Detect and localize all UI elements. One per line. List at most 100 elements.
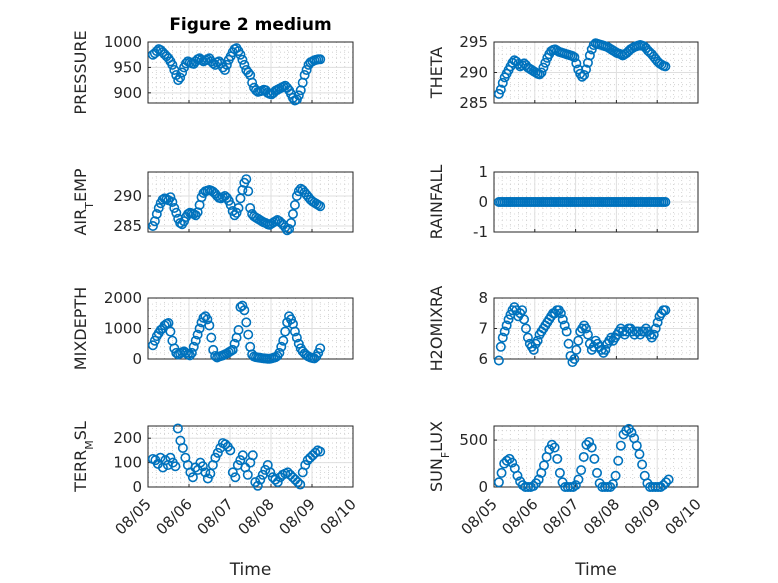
y-tick-label: 1000 <box>104 320 142 338</box>
data-point <box>206 332 217 343</box>
data-point <box>293 90 304 101</box>
subplot-3: 285 290 AIRTEMP <box>71 168 354 236</box>
data-point <box>658 480 669 491</box>
x-tick-label: 08/08 <box>235 495 278 538</box>
data-point <box>278 335 289 346</box>
data-point <box>171 207 182 218</box>
data-point <box>237 54 248 65</box>
x-tick-label: 08/10 <box>662 495 705 538</box>
data-point <box>621 425 632 436</box>
data-point <box>272 477 283 488</box>
data-point <box>315 446 326 457</box>
data-point <box>184 350 195 361</box>
data-point <box>187 472 198 483</box>
data-point <box>270 474 281 485</box>
data-point <box>219 64 230 75</box>
data-point <box>493 477 504 488</box>
x-axis-label: Time <box>229 560 272 580</box>
data-point <box>495 341 506 352</box>
data-point <box>499 326 510 337</box>
data-point <box>227 344 238 355</box>
y-tick-label: 2000 <box>104 289 142 307</box>
data-point <box>299 70 310 81</box>
data-point <box>221 59 232 70</box>
data-point <box>192 329 203 340</box>
x-tick-label: 08/09 <box>621 495 664 538</box>
data-point <box>243 186 254 197</box>
data-point <box>559 320 570 331</box>
data-point <box>501 320 512 331</box>
data-point <box>610 470 621 481</box>
data-point <box>549 442 560 453</box>
data-point <box>310 447 321 458</box>
data-point <box>239 59 250 70</box>
axes-frame <box>147 171 354 233</box>
data-point <box>210 452 221 463</box>
data-point <box>165 192 176 203</box>
data-point <box>584 436 595 447</box>
x-tick-label: 08/07 <box>539 495 582 538</box>
y-tick-label: 6 <box>478 350 488 368</box>
data-point <box>239 305 250 316</box>
data-point <box>579 69 590 80</box>
data-point <box>569 353 580 364</box>
x-tick-label: 08/06 <box>498 495 541 538</box>
data-point <box>237 450 248 461</box>
data-point <box>580 323 591 334</box>
axes-frame <box>147 41 354 104</box>
data-point <box>151 209 162 220</box>
y-tick-label: 0 <box>132 350 142 368</box>
data-point <box>212 447 223 458</box>
data-point <box>315 54 326 65</box>
data-point <box>517 60 528 71</box>
y-tick-label: 900 <box>113 84 142 102</box>
data-point <box>568 481 579 492</box>
data-point <box>532 335 543 346</box>
data-point <box>274 347 285 358</box>
data-point <box>557 314 568 325</box>
data-point <box>493 355 504 366</box>
data-point <box>582 329 593 340</box>
data-point <box>522 332 533 343</box>
data-point <box>197 461 208 472</box>
data-point <box>538 62 549 73</box>
data-point <box>300 460 311 471</box>
y-tick-label: 285 <box>459 94 488 112</box>
subplot-1: 900 950 1000 PRESSURE <box>71 30 354 115</box>
y-tick-label: 950 <box>113 58 142 76</box>
data-point <box>561 326 572 337</box>
data-point <box>289 326 300 337</box>
data-point <box>615 440 626 451</box>
data-point <box>149 335 160 346</box>
data-point <box>186 347 197 358</box>
y-tick-label: 290 <box>459 64 488 82</box>
data-point <box>648 329 659 340</box>
data-point <box>581 439 592 450</box>
data-point <box>243 329 254 340</box>
data-point <box>155 452 166 463</box>
data-point <box>501 455 512 466</box>
data-point <box>147 340 158 351</box>
data-point <box>315 201 326 212</box>
data-point <box>663 474 674 485</box>
axes-frame <box>493 425 699 488</box>
data-point <box>605 481 616 492</box>
axes-frame <box>147 425 354 488</box>
x-tick-label: 08/10 <box>317 495 360 538</box>
data-point <box>507 457 518 468</box>
data-point <box>177 442 188 453</box>
y-tick-label: 500 <box>459 431 488 449</box>
data-point <box>235 49 246 60</box>
y-tick-label: 0 <box>478 193 488 211</box>
y-tick-label: 8 <box>478 289 488 307</box>
data-point <box>573 335 584 346</box>
data-point <box>233 203 244 214</box>
data-point <box>284 224 295 235</box>
y-tick-label: 0 <box>478 478 488 496</box>
data-point <box>292 477 303 488</box>
data-point <box>569 52 580 63</box>
data-point <box>169 203 180 214</box>
data-point <box>231 207 242 218</box>
data-point <box>190 335 201 346</box>
